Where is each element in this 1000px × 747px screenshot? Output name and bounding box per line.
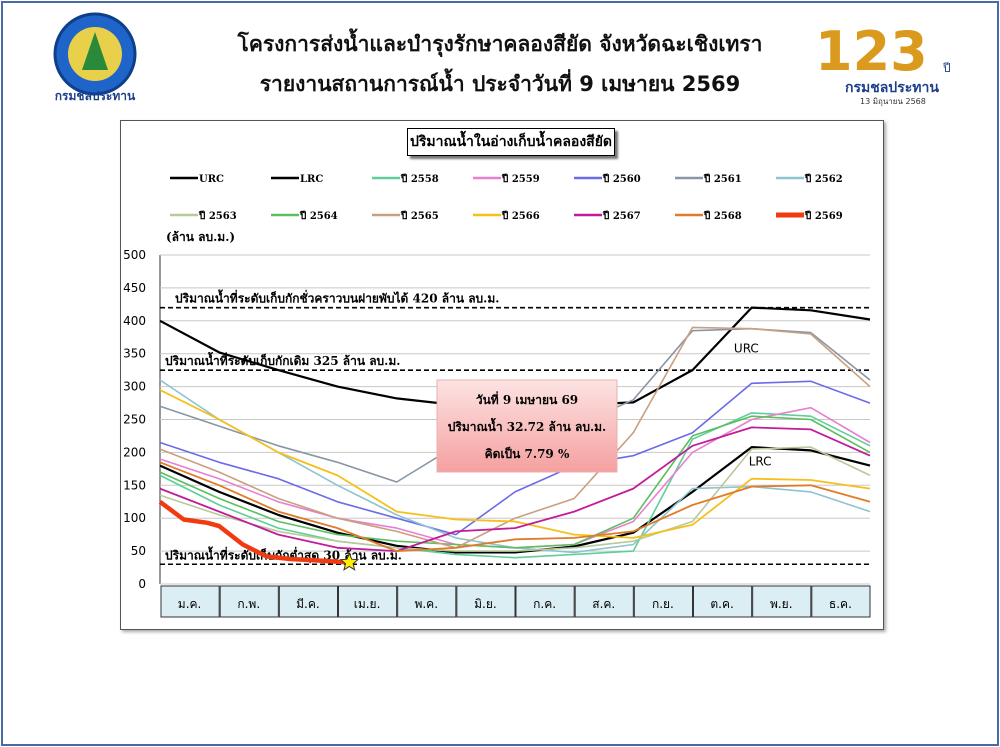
legend-label: ปี 2565 bbox=[400, 210, 438, 222]
month-cell bbox=[160, 585, 220, 618]
current-level-star-icon bbox=[339, 552, 360, 571]
x-tick-label: พ.ย. bbox=[770, 597, 793, 611]
x-tick-label: เม.ย. bbox=[354, 597, 381, 611]
x-tick-label: ก.พ. bbox=[237, 597, 260, 611]
month-cell bbox=[515, 585, 575, 618]
x-tick-label: ส.ค. bbox=[592, 597, 615, 611]
y-tick-label: 50 bbox=[131, 544, 146, 558]
annotation-text: ปริมาณน้ำ 32.72 ล้าน ลบ.ม. bbox=[448, 417, 606, 434]
x-tick-label: ต.ค. bbox=[710, 597, 733, 611]
series-line-ปี-2567 bbox=[159, 426, 871, 552]
header-title: โครงการส่งน้ำและบำรุงรักษาคลองสียัด จังห… bbox=[237, 32, 763, 56]
month-cell bbox=[633, 585, 693, 618]
legend-label: ปี 2558 bbox=[400, 173, 438, 185]
month-cell bbox=[278, 585, 339, 618]
x-tick-label: ธ.ค. bbox=[829, 597, 852, 611]
y-tick-label: 0 bbox=[138, 577, 146, 591]
x-tick-label: พ.ค. bbox=[414, 597, 438, 611]
logo-suffix: ปี bbox=[942, 61, 950, 75]
x-tick-label: ก.ค. bbox=[533, 597, 556, 611]
annotation-text: วันที่ 9 เมษายน 69 bbox=[476, 391, 578, 407]
series-line-ปี-2569 bbox=[158, 499, 350, 565]
logo-right-date: 13 มิถุนายน 2568 bbox=[860, 97, 926, 106]
y-tick-label: 300 bbox=[123, 380, 146, 394]
legend-label: ปี 2560 bbox=[602, 173, 640, 185]
legend-label: ปี 2561 bbox=[703, 173, 741, 185]
series-line-ปี-2566 bbox=[159, 389, 871, 539]
logo-left-text: กรมชลประทาน bbox=[55, 89, 136, 103]
legend-label: ปี 2559 bbox=[501, 173, 539, 185]
month-cell bbox=[574, 585, 634, 618]
y-tick-label: 450 bbox=[123, 281, 146, 295]
legend-label: ปี 2569 bbox=[804, 210, 842, 222]
x-tick-label: มิ.ย. bbox=[474, 597, 497, 611]
legend-label: URC bbox=[199, 174, 224, 185]
y-tick-label: 500 bbox=[123, 248, 146, 262]
y-tick-label: 150 bbox=[123, 478, 146, 492]
series-line-LRC bbox=[159, 446, 871, 554]
legend-label: ปี 2564 bbox=[299, 210, 337, 222]
y-axis-label: (ล้าน ลบ.ม.) bbox=[166, 230, 235, 244]
reference-line-label: ปริมาณน้ำที่ระดับเก็บกักชั่วคราวบนฝายพับ… bbox=[175, 289, 499, 306]
annotation-text: คิดเป็น 7.79 % bbox=[485, 446, 570, 461]
x-tick-label: ก.ย. bbox=[652, 597, 674, 611]
anniversary-logo: 123 ปี กรมชลประทาน 13 มิถุนายน 2568 bbox=[815, 22, 975, 112]
month-cell bbox=[752, 585, 812, 618]
logo-number: 123 bbox=[815, 22, 928, 77]
legend-label: ปี 2562 bbox=[804, 173, 842, 185]
legend-label: ปี 2563 bbox=[198, 210, 236, 222]
y-tick-label: 350 bbox=[123, 347, 146, 361]
header-subtitle: รายงานสถานการณ์น้ำ ประจำวันที่ 9 เมษายน … bbox=[259, 72, 741, 96]
logo-right-text: กรมชลประทาน bbox=[845, 80, 939, 96]
reference-line-label: ปริมาณน้ำที่ระดับเก็บกักต่ำสุด 30 ล้าน ล… bbox=[165, 545, 402, 563]
y-tick-label: 250 bbox=[123, 413, 146, 427]
series-line-ปี-2560 bbox=[159, 380, 871, 536]
series-line-ปี-2558 bbox=[159, 412, 871, 559]
series-line-ปี-2568 bbox=[159, 461, 871, 552]
chart-title: ปริมาณน้ำในอ่างเก็บน้ำคลองสียัด bbox=[407, 128, 615, 156]
y-tick-label: 400 bbox=[123, 314, 146, 328]
legend-label: LRC bbox=[300, 174, 323, 185]
department-logo: กรมชลประทาน bbox=[53, 12, 137, 103]
legend-label: ปี 2567 bbox=[602, 210, 640, 222]
reference-line-label: ปริมาณน้ำที่ระดับเก็บกักเดิม 325 ล้าน ลบ… bbox=[165, 351, 400, 368]
x-tick-label: มี.ค. bbox=[296, 597, 320, 611]
series-line-ปี-2565 bbox=[159, 326, 871, 549]
month-cell bbox=[219, 585, 279, 618]
month-cell bbox=[456, 585, 516, 618]
annotation-box bbox=[436, 379, 618, 473]
legend-label: ปี 2568 bbox=[703, 210, 741, 222]
curve-label: LRC bbox=[749, 455, 772, 469]
series-line-ปี-2563 bbox=[159, 446, 871, 552]
month-cell bbox=[397, 585, 457, 618]
legend-label: ปี 2566 bbox=[501, 210, 539, 222]
month-cell bbox=[811, 585, 871, 618]
y-tick-label: 100 bbox=[123, 511, 146, 525]
month-cell bbox=[693, 585, 753, 618]
month-cell bbox=[338, 585, 398, 618]
series-line-ปี-2564 bbox=[159, 415, 871, 549]
curve-label: URC bbox=[734, 341, 759, 355]
x-tick-label: ม.ค. bbox=[178, 597, 202, 611]
y-tick-label: 200 bbox=[123, 445, 146, 459]
